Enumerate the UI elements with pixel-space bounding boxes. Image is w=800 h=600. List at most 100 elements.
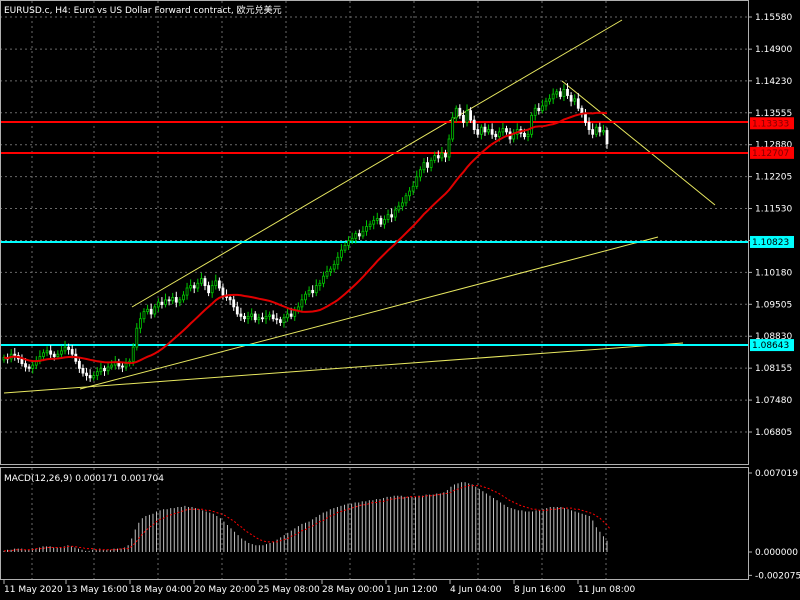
candle-body (99, 367, 103, 373)
candle-body (587, 122, 591, 130)
candle (591, 123, 595, 139)
candle-body (602, 130, 605, 133)
macd-indicator-label: MACD(12,26,9) 0.000171 0.001704 (4, 474, 164, 484)
candle-body (343, 245, 347, 251)
price-tick-label: 1.08830 (755, 332, 792, 342)
candle-body (594, 126, 598, 135)
candle-body (429, 159, 433, 168)
candle-body (146, 308, 149, 313)
candle (566, 83, 569, 99)
candle-body (537, 107, 541, 112)
candle (329, 266, 333, 276)
level-price-tags: 1.13333 1.12707 1.10823 1.08643 (750, 117, 794, 352)
candle-body (138, 318, 142, 329)
candle (444, 149, 447, 163)
candle-body (562, 88, 566, 97)
macd-grid (31, 468, 607, 579)
candle (185, 282, 189, 300)
candle (307, 286, 311, 297)
price-axis[interactable]: 1.15580 1.14900 1.14230 1.13555 1.12880 1.122… (748, 13, 792, 438)
candle-body (135, 327, 139, 348)
horizontal-levels[interactable] (0, 121, 748, 346)
trendlines[interactable] (3, 19, 716, 394)
candle-body (329, 268, 333, 272)
candle-body (415, 176, 419, 187)
candle-body (540, 105, 544, 112)
candle (286, 308, 289, 322)
macd-panel-frame (0, 467, 749, 580)
candle-body (171, 297, 175, 302)
candle (530, 112, 534, 138)
candle-body (228, 297, 232, 301)
candle-body (253, 313, 257, 321)
candle (138, 312, 142, 334)
candle (375, 212, 379, 225)
candle-body (232, 299, 236, 308)
candle-body (318, 282, 322, 287)
candle (465, 104, 469, 127)
candle-body (164, 299, 167, 305)
candle-body (63, 346, 67, 352)
candle-body (497, 131, 501, 138)
candle-body (418, 169, 422, 178)
candle (275, 313, 279, 325)
candle (261, 312, 264, 323)
candle-body (401, 202, 404, 207)
candle (124, 357, 128, 371)
upper-channel-trendline[interactable] (131, 19, 623, 308)
candle (322, 271, 325, 288)
candle-body (476, 129, 480, 135)
level-tag-text: 1.13333 (752, 119, 789, 129)
candle (587, 117, 591, 135)
candle (339, 243, 343, 262)
price-tick-label: 1.09505 (755, 300, 792, 310)
long-support-trendline[interactable] (3, 342, 684, 394)
candle-body (555, 91, 559, 95)
candle (77, 358, 81, 373)
candle (447, 134, 451, 161)
candle (576, 93, 580, 112)
candle (487, 124, 490, 135)
lower-channel-trendline[interactable] (79, 236, 659, 390)
candle-body (426, 162, 429, 168)
candle (397, 201, 401, 213)
candle (257, 313, 261, 325)
candle (85, 368, 88, 381)
candle (239, 307, 243, 321)
candle-body (286, 313, 289, 319)
candle-body (347, 240, 350, 246)
time-axis[interactable]: 11 May 2020 13 May 16:00 18 May 04:00 20 Ma… (3, 580, 635, 595)
candle-body (250, 313, 254, 317)
candle (146, 304, 149, 315)
candle-body (361, 230, 365, 237)
candle (278, 316, 282, 326)
candle-body (580, 107, 584, 114)
descending-trendline[interactable] (561, 80, 716, 206)
candle (203, 275, 207, 291)
candle-body (77, 360, 81, 369)
candle-body (569, 95, 573, 102)
candle (372, 215, 376, 230)
macd-axis: 0.007019 0.000000 -0.002075 (748, 469, 800, 581)
candle-body (214, 280, 218, 287)
candle-body (268, 314, 272, 317)
level-price-tag: 1.13333 (750, 117, 794, 130)
candle-body (24, 363, 27, 368)
candle (243, 312, 246, 323)
candle-body (131, 346, 135, 362)
candle-body (160, 301, 164, 305)
chart-title: EURUSD.c, H4: Euro vs US Dollar Forward … (4, 4, 282, 16)
candle (429, 157, 433, 172)
candle-body (365, 226, 368, 232)
candle (594, 123, 598, 138)
candle-body (576, 98, 580, 109)
candle (458, 104, 462, 119)
candle (562, 84, 566, 101)
candle-body (239, 313, 243, 317)
candle (228, 294, 232, 305)
candle-body (447, 138, 451, 158)
candle-body (372, 219, 376, 225)
candle-body (544, 100, 548, 107)
candle-body (325, 271, 329, 277)
